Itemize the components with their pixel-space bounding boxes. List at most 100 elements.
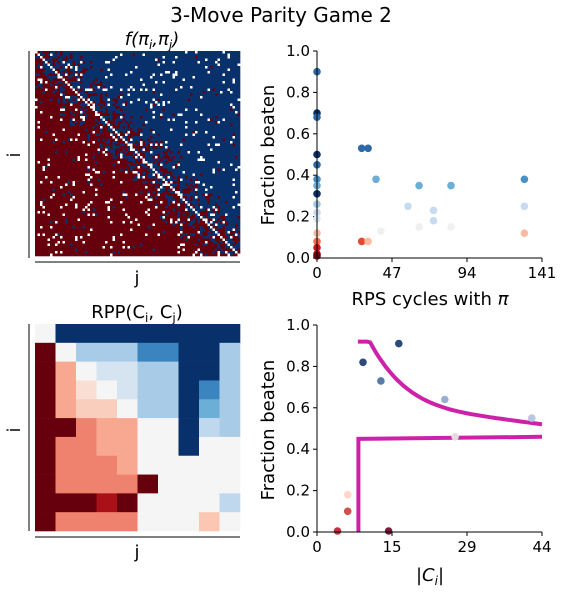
- payoff-heatmap-cell: [75, 206, 78, 209]
- payoff-heatmap-cell: [195, 213, 198, 217]
- payoff-heatmap-cell: [192, 178, 196, 182]
- payoff-heatmap-cell: [182, 193, 203, 197]
- payoff-heatmap-cell: [137, 166, 141, 169]
- payoff-heatmap-cell: [217, 211, 221, 214]
- payoff-heatmap-cell: [107, 148, 116, 152]
- payoff-heatmap-cell: [87, 91, 153, 94]
- payoff-heatmap-cell: [200, 151, 241, 154]
- payoff-heatmap-cell: [195, 206, 201, 209]
- payoff-heatmap-cell: [162, 108, 166, 112]
- payoff-heatmap-cell: [190, 206, 193, 209]
- payoff-heatmap-cell: [57, 251, 61, 254]
- payoff-heatmap-cell: [47, 158, 51, 162]
- payoff-heatmap-cell: [207, 198, 211, 202]
- payoff-heatmap-cell: [235, 183, 241, 187]
- payoff-heatmap-cell: [212, 148, 241, 152]
- payoff-heatmap-cell: [182, 188, 193, 192]
- payoff-heatmap-cell: [100, 96, 103, 99]
- payoff-heatmap-cell: [215, 143, 221, 147]
- payoff-heatmap-cell: [220, 63, 238, 67]
- payoff-heatmap-cell: [182, 231, 198, 234]
- scatter-point: [343, 507, 352, 516]
- payoff-heatmap-cell: [92, 61, 106, 64]
- payoff-heatmap-cell: [237, 166, 241, 169]
- payoff-heatmap-cell: [110, 73, 113, 77]
- payoff-heatmap-cell: [35, 223, 138, 227]
- payoff-heatmap-cell: [67, 101, 71, 104]
- payoff-heatmap-cell: [105, 108, 108, 112]
- payoff-heatmap-cell: [162, 73, 173, 77]
- payoff-heatmap-cell: [112, 156, 118, 159]
- payoff-heatmap-cell: [50, 116, 53, 119]
- payoff-heatmap-cell: [35, 141, 53, 144]
- payoff-heatmap-cell: [160, 103, 163, 107]
- payoff-heatmap-cell: [210, 118, 213, 122]
- payoff-heatmap-cell: [180, 243, 186, 247]
- payoff-heatmap-cell: [62, 98, 66, 102]
- payoff-heatmap-cell: [217, 251, 221, 254]
- payoff-heatmap-cell: [215, 61, 218, 64]
- payoff-heatmap-cell: [142, 156, 146, 159]
- payoff-heatmap-cell: [155, 178, 158, 182]
- payoff-heatmap-cell: [87, 108, 93, 112]
- payoff-heatmap-cell: [60, 56, 66, 59]
- payoff-heatmap-cell: [157, 233, 161, 237]
- payoff-heatmap-cell: [220, 218, 223, 222]
- payoff-heatmap-cell: [142, 143, 146, 147]
- payoff-heatmap-cell: [162, 211, 166, 214]
- payoff-heatmap-cell: [157, 58, 161, 62]
- payoff-heatmap-cell: [82, 191, 86, 194]
- payoff-heatmap-cell: [170, 128, 173, 132]
- rpp-heatmap-cell: [137, 436, 159, 457]
- payoff-heatmap-cell: [72, 98, 76, 102]
- payoff-heatmap-cell: [165, 193, 168, 197]
- payoff-heatmap-cell: [182, 78, 186, 82]
- payoff-heatmap-cell: [177, 151, 181, 154]
- payoff-heatmap-cell: [195, 221, 198, 224]
- payoff-heatmap-cell: [40, 81, 43, 84]
- payoff-heatmap-cell: [35, 78, 38, 82]
- payoff-heatmap-cell: [155, 103, 158, 107]
- payoff-heatmap-cell: [105, 76, 108, 79]
- payoff-heatmap-cell: [90, 228, 93, 232]
- payoff-heatmap-cell: [112, 141, 118, 144]
- payoff-heatmap-cell: [60, 108, 66, 112]
- payoff-heatmap-cell: [215, 251, 218, 254]
- payoff-heatmap-cell: [130, 116, 133, 119]
- payoff-heatmap-cell: [135, 143, 138, 147]
- payoff-heatmap-cell: [120, 143, 126, 147]
- payoff-heatmap-cell: [67, 66, 71, 69]
- payoff-heatmap-cell: [130, 88, 133, 92]
- payoff-heatmap-cell: [180, 163, 231, 167]
- y-tick-label: 1.0: [286, 42, 310, 60]
- payoff-heatmap-cell: [212, 118, 223, 122]
- payoff-heatmap-cell: [162, 183, 171, 187]
- payoff-heatmap-cell: [120, 201, 123, 204]
- payoff-heatmap-cell: [155, 116, 161, 119]
- payoff-heatmap-cell: [207, 188, 241, 192]
- payoff-heatmap-cell: [72, 76, 76, 79]
- rpp-heatmap-cell: [117, 512, 138, 532]
- payoff-heatmap-cell: [112, 221, 123, 224]
- x-tick-label: 141: [528, 264, 557, 282]
- payoff-heatmap-cell: [135, 176, 138, 179]
- payoff-heatmap-cell: [217, 161, 221, 164]
- payoff-heatmap-cell: [122, 108, 146, 112]
- payoff-heatmap-cell: [85, 118, 96, 122]
- scatter-point: [395, 339, 403, 348]
- payoff-heatmap-cell: [140, 153, 146, 157]
- payoff-heatmap-cell: [160, 186, 163, 189]
- payoff-heatmap-cell: [92, 88, 96, 92]
- payoff-heatmap-cell: [72, 66, 76, 69]
- payoff-heatmap-cell: [182, 236, 188, 239]
- payoff-heatmap-cell: [95, 168, 121, 172]
- payoff-heatmap-cell: [40, 121, 71, 124]
- payoff-heatmap-cell: [95, 171, 101, 174]
- x-tick-label: 47: [382, 264, 401, 282]
- payoff-heatmap-cell: [122, 118, 126, 122]
- payoff-heatmap-cell: [95, 156, 113, 159]
- payoff-heatmap-cell: [72, 158, 76, 162]
- payoff-heatmap-cell: [132, 101, 146, 104]
- payoff-heatmap-cell: [75, 248, 78, 252]
- payoff-heatmap-cell: [160, 133, 186, 137]
